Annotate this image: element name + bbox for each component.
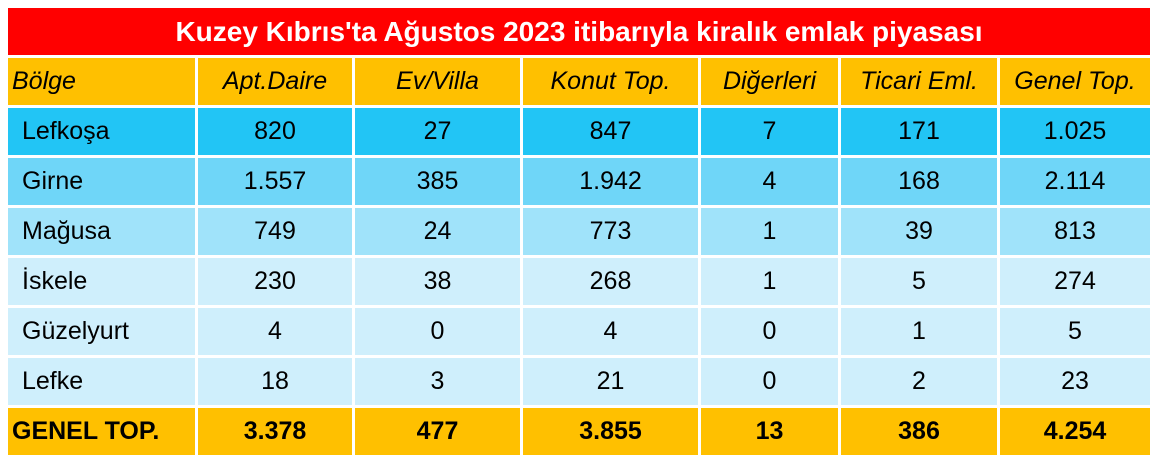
data-cell: 171 (841, 108, 997, 155)
data-cell: 274 (1000, 258, 1150, 305)
data-cell: 1.025 (1000, 108, 1150, 155)
total-cell: 4.254 (1000, 408, 1150, 455)
header-cell: Ev/Villa (355, 58, 520, 105)
data-cell: 5 (1000, 308, 1150, 355)
data-cell: 2.114 (1000, 158, 1150, 205)
data-cell: 21 (523, 358, 698, 405)
data-cell: 4 (701, 158, 838, 205)
title: Kuzey Kıbrıs'ta Ağustos 2023 itibarıyla … (8, 8, 1150, 55)
data-cell: 4 (198, 308, 352, 355)
total-cell: 477 (355, 408, 520, 455)
data-cell: 1 (701, 258, 838, 305)
data-cell: 3 (355, 358, 520, 405)
table: Bölge Apt.Daire Ev/Villa Konut Top. Diğerler… (8, 58, 1150, 455)
total-cell: 386 (841, 408, 997, 455)
data-cell: 385 (355, 158, 520, 205)
header-cell: Ticari Eml. (841, 58, 997, 105)
row-label: İskele (8, 258, 195, 305)
data-cell: 23 (1000, 358, 1150, 405)
row-label: Lefkoşa (8, 108, 195, 155)
data-cell: 168 (841, 158, 997, 205)
data-cell: 230 (198, 258, 352, 305)
row-label: Girne (8, 158, 195, 205)
data-cell: 4 (523, 308, 698, 355)
row-label: Mağusa (8, 208, 195, 255)
data-cell: 2 (841, 358, 997, 405)
data-cell: 1 (841, 308, 997, 355)
total-cell: 3.855 (523, 408, 698, 455)
data-cell: 5 (841, 258, 997, 305)
data-cell: 0 (355, 308, 520, 355)
total-cell: GENEL TOP. (8, 408, 195, 455)
data-cell: 0 (701, 308, 838, 355)
row-label: Lefke (8, 358, 195, 405)
data-cell: 27 (355, 108, 520, 155)
data-cell: 268 (523, 258, 698, 305)
data-cell: 0 (701, 358, 838, 405)
data-cell: 1.942 (523, 158, 698, 205)
header-cell: Diğerleri (701, 58, 838, 105)
data-cell: 813 (1000, 208, 1150, 255)
data-cell: 1.557 (198, 158, 352, 205)
header-cell: Genel Top. (1000, 58, 1150, 105)
data-cell: 749 (198, 208, 352, 255)
data-cell: 24 (355, 208, 520, 255)
header-cell: Apt.Daire (198, 58, 352, 105)
data-cell: 18 (198, 358, 352, 405)
row-label: Güzelyurt (8, 308, 195, 355)
header-cell: Bölge (8, 58, 195, 105)
data-cell: 7 (701, 108, 838, 155)
data-cell: 773 (523, 208, 698, 255)
total-cell: 13 (701, 408, 838, 455)
data-cell: 1 (701, 208, 838, 255)
header-cell: Konut Top. (523, 58, 698, 105)
data-cell: 38 (355, 258, 520, 305)
data-cell: 39 (841, 208, 997, 255)
data-cell: 820 (198, 108, 352, 155)
data-cell: 847 (523, 108, 698, 155)
total-cell: 3.378 (198, 408, 352, 455)
